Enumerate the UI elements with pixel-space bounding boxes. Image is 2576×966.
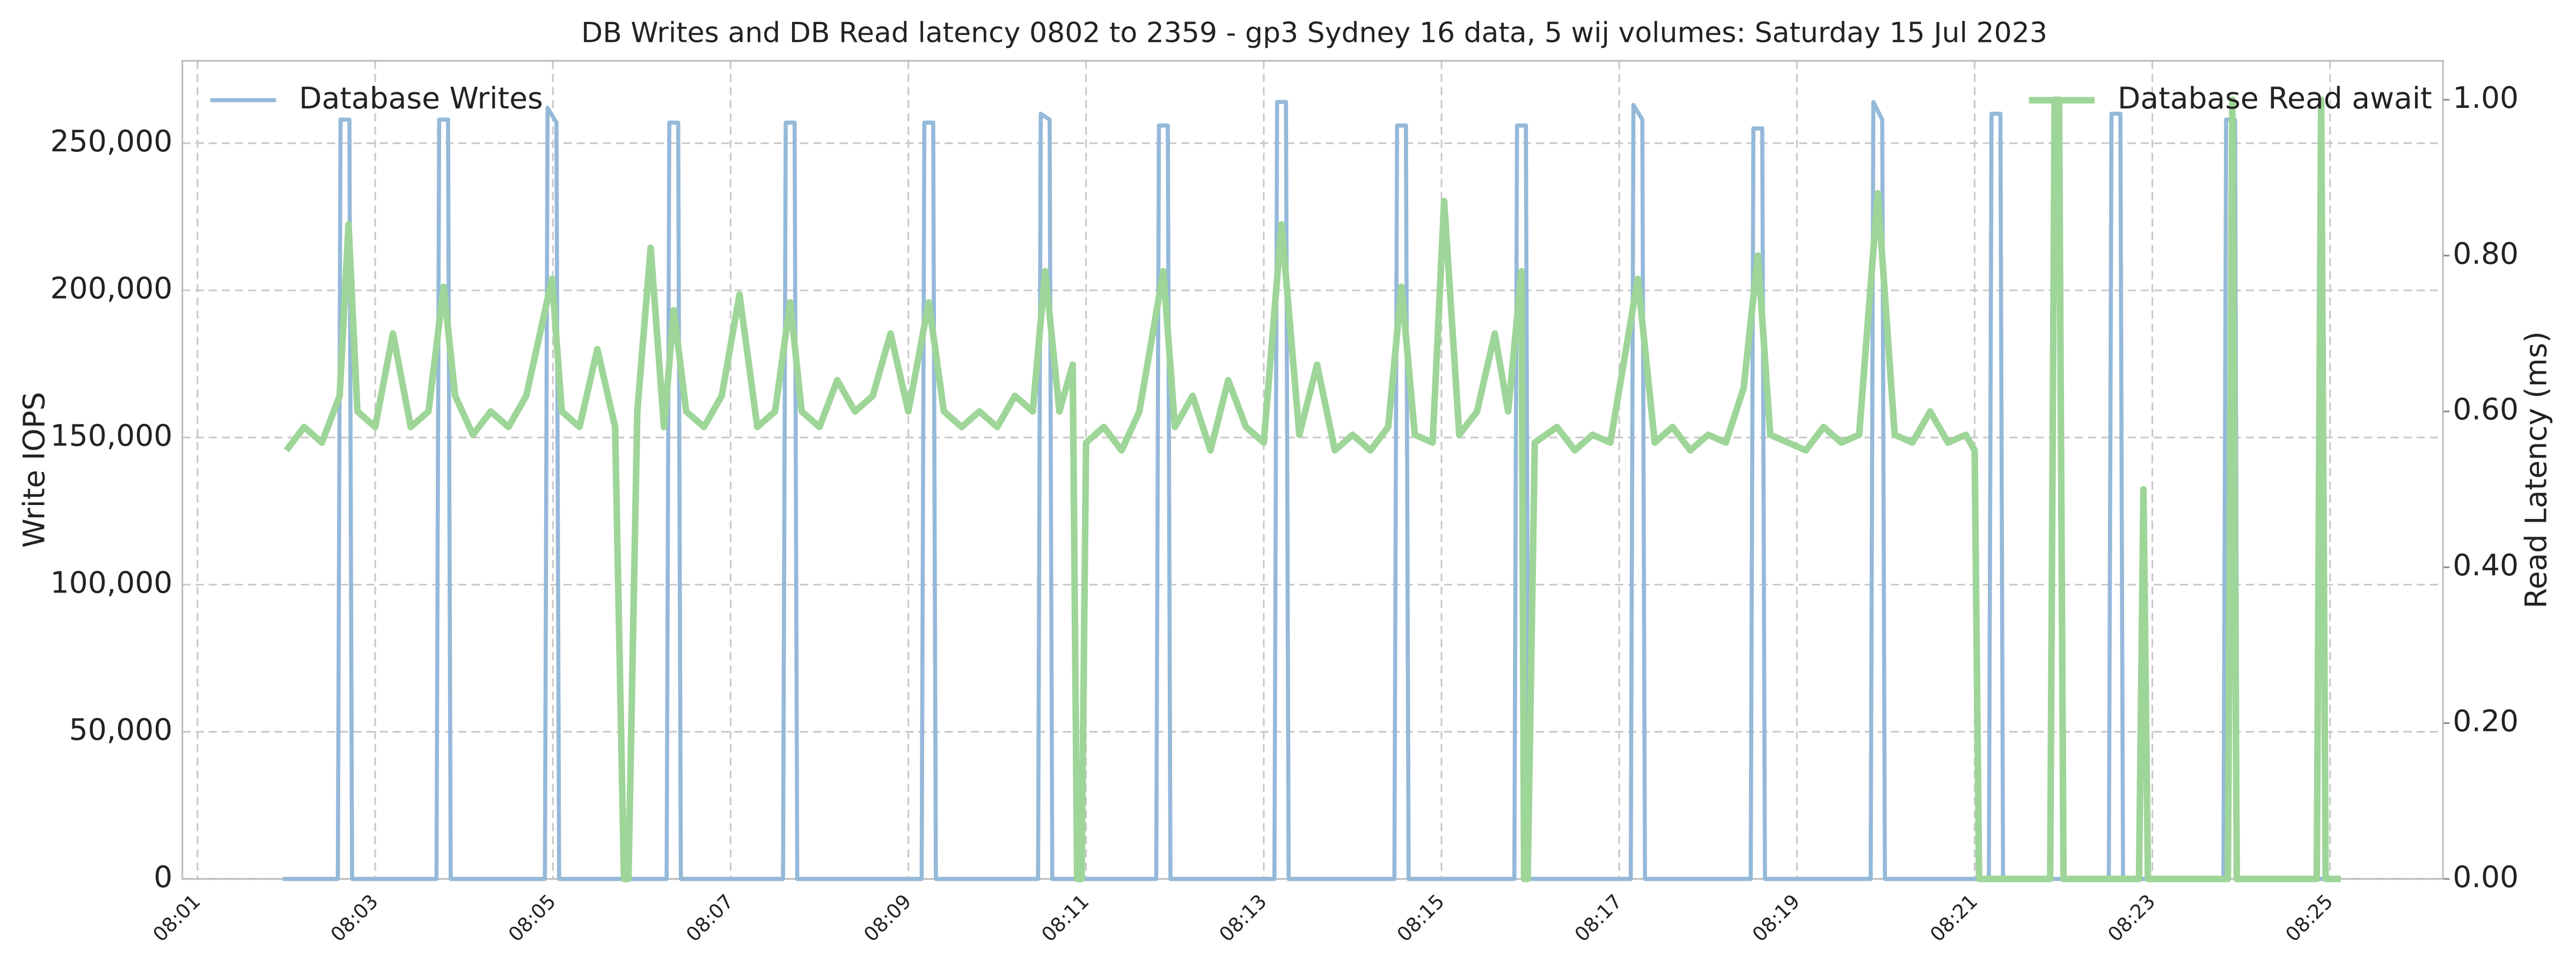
- plot-frame: [181, 60, 2444, 880]
- x-tick-label: 08:15: [1393, 890, 1449, 946]
- y-tick-label: 150,000: [50, 418, 173, 452]
- y2-tick-label: 0.40: [2453, 548, 2519, 582]
- x-tick-label: 08:21: [1926, 890, 1982, 946]
- y2-tick-label: 0.20: [2453, 704, 2519, 738]
- x-tick-label: 08:03: [326, 890, 383, 946]
- x-tick-label: 08:19: [1748, 890, 1804, 946]
- legend-label: Database Read await: [2118, 81, 2432, 115]
- y2-tick-label: 0.60: [2453, 392, 2519, 427]
- y-tick-label: 50,000: [69, 713, 173, 747]
- x-tick-label: 08:25: [2281, 890, 2337, 946]
- y-tick-label: 200,000: [50, 271, 173, 305]
- y-tick-label: 0: [153, 860, 172, 894]
- legend-label: Database Writes: [299, 81, 543, 115]
- x-tick-label: 08:07: [682, 890, 738, 946]
- y2-tick-label: 0.80: [2453, 236, 2519, 270]
- x-tick-label: 08:11: [1037, 890, 1093, 946]
- x-tick-label: 08:09: [859, 890, 916, 946]
- y-tick-label: 250,000: [50, 124, 173, 158]
- x-tick-label: 08:13: [1214, 890, 1271, 946]
- y2-tick-label: 0.00: [2453, 860, 2519, 894]
- y-tick-label: 100,000: [50, 566, 173, 600]
- chart-title: DB Writes and DB Read latency 0802 to 23…: [581, 17, 2047, 49]
- y-axis-label: Write IOPS: [17, 392, 51, 548]
- x-tick-label: 08:01: [148, 890, 204, 946]
- x-tick-label: 08:17: [1570, 890, 1627, 946]
- y2-axis-label: Read Latency (ms): [2519, 331, 2553, 609]
- data-line: [283, 96, 2341, 882]
- x-tick-label: 08:05: [504, 890, 560, 946]
- y2-tick-label: 1.00: [2453, 80, 2519, 115]
- data-line: [282, 100, 2341, 881]
- x-tick-label: 08:23: [2103, 890, 2160, 946]
